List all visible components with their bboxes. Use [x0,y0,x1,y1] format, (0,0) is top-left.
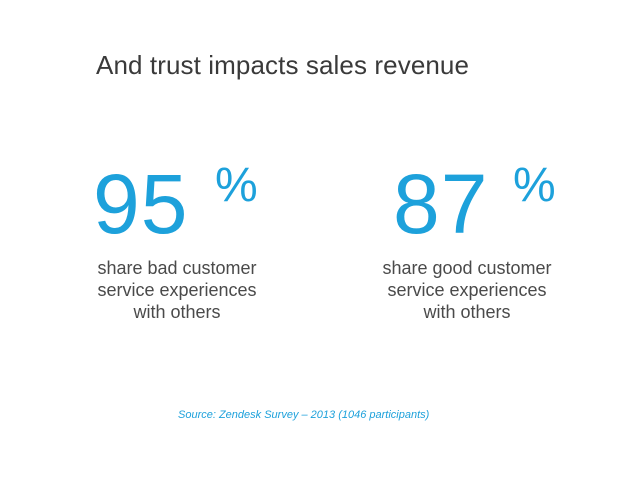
caption-line: with others [423,302,511,322]
percent-sign: % [215,159,258,212]
percent-sign: % [513,159,556,212]
stat-value: 87 [393,157,489,251]
stat-caption-good: share good customer service experiences … [357,257,577,323]
stat-caption-bad: share bad customer service experiences w… [67,257,287,323]
caption-line: service experiences [97,280,257,300]
slide-title: And trust impacts sales revenue [96,50,470,80]
stat-value: 95 [93,157,189,251]
caption-line: share bad customer [97,258,257,278]
source-citation: Source: Zendesk Survey – 2013 (1046 part… [178,409,430,421]
caption-line: share good customer [382,258,552,278]
caption-line: with others [133,302,221,322]
caption-line: service experiences [387,280,547,300]
